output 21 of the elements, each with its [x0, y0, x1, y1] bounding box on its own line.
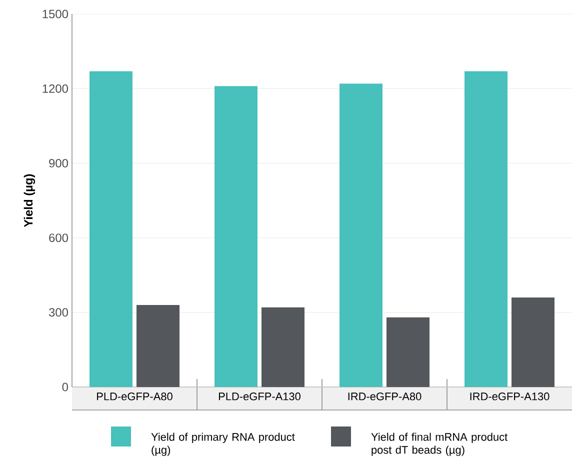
- y-tick-label: 900: [49, 158, 68, 168]
- legend-label: Yield of primary RNA product (µg): [151, 432, 295, 456]
- bar: [136, 304, 180, 387]
- x-tick-label: IRD-eGFP-A80: [348, 392, 422, 400]
- y-tick-label: 600: [49, 234, 68, 242]
- y-axis-title: Yield (µg): [24, 174, 36, 228]
- y-tick-label: 1500: [42, 10, 68, 18]
- y-tick-label: 1200: [42, 84, 68, 93]
- bar: [214, 86, 258, 387]
- x-tick-label: PLD-eGFP-A130: [218, 392, 300, 400]
- legend-label: Yield of final mRNA product post dT beads (µg): [371, 432, 508, 456]
- bar: [340, 84, 383, 387]
- bar: [262, 307, 305, 387]
- bar: [464, 71, 508, 387]
- x-tick-label: PLD-eGFP-A80: [97, 392, 172, 400]
- bar: [90, 71, 132, 387]
- y-tick-label: 300: [48, 308, 68, 317]
- bar: [512, 297, 555, 387]
- bar: [386, 317, 430, 387]
- y-tick-label: 0: [62, 382, 68, 392]
- x-tick-label: IRD-eGFP-A130: [470, 392, 550, 400]
